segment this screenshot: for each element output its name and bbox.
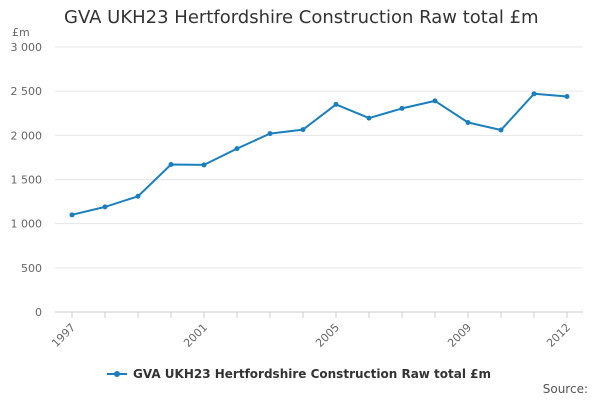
y-tick-label: 0 bbox=[35, 306, 42, 319]
x-tick-label: 2009 bbox=[445, 321, 474, 350]
data-point[interactable] bbox=[168, 161, 174, 167]
chart-title: GVA UKH23 Hertfordshire Construction Raw… bbox=[64, 7, 539, 28]
data-point[interactable] bbox=[432, 98, 438, 104]
x-tick-label: 1997 bbox=[49, 321, 78, 350]
y-tick-label: 2 000 bbox=[11, 129, 43, 142]
data-point[interactable] bbox=[300, 127, 306, 133]
data-point[interactable] bbox=[366, 115, 372, 121]
data-point[interactable] bbox=[234, 146, 240, 152]
data-point[interactable] bbox=[69, 212, 75, 218]
data-point[interactable] bbox=[465, 120, 471, 126]
x-tick-label: 2012 bbox=[544, 321, 573, 350]
legend-swatch bbox=[107, 366, 127, 382]
y-tick-label: 3 000 bbox=[11, 41, 43, 54]
data-point[interactable] bbox=[399, 105, 405, 111]
data-point[interactable] bbox=[267, 131, 273, 137]
gridlines bbox=[55, 46, 583, 313]
x-tick-label: 2001 bbox=[181, 321, 210, 350]
data-point[interactable] bbox=[102, 204, 108, 210]
y-tick-label: 500 bbox=[21, 262, 42, 275]
data-point[interactable] bbox=[531, 91, 537, 97]
x-axis-ticks: 1997 2001 2005 2009 2012 bbox=[49, 312, 573, 350]
data-point[interactable] bbox=[201, 162, 207, 168]
y-axis-ticks: 0 500 1 000 1 500 2 000 2 500 3 000 bbox=[11, 41, 43, 319]
data-point[interactable] bbox=[498, 127, 504, 133]
y-tick-label: 2 500 bbox=[11, 85, 43, 98]
x-tick-label: 2005 bbox=[313, 321, 342, 350]
legend-label: GVA UKH23 Hertfordshire Construction Raw… bbox=[133, 367, 492, 381]
legend[interactable]: GVA UKH23 Hertfordshire Construction Raw… bbox=[107, 365, 491, 383]
y-tick-label: 1 500 bbox=[11, 174, 43, 187]
legend-dot-marker bbox=[114, 371, 120, 377]
data-point[interactable] bbox=[135, 193, 141, 199]
y-axis-unit-label: £m bbox=[12, 26, 30, 39]
series-layer bbox=[69, 91, 570, 218]
data-point[interactable] bbox=[333, 101, 339, 107]
y-tick-label: 1 000 bbox=[11, 218, 43, 231]
source-label: Source: bbox=[542, 382, 588, 396]
data-point[interactable] bbox=[564, 93, 570, 99]
series-line bbox=[71, 92, 568, 216]
